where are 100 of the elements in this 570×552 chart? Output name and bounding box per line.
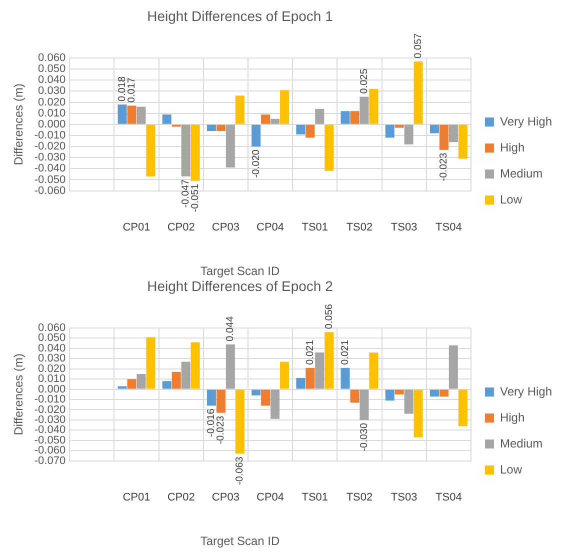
data-label: -0.063 [234, 456, 246, 486]
bar [350, 111, 360, 124]
x-tick-label: TS03 [390, 221, 418, 234]
bar [324, 124, 334, 171]
bar [414, 61, 423, 124]
data-label: -0.020 [250, 149, 262, 178]
bar [280, 90, 289, 124]
x-axis-title: Target Scan ID [199, 534, 281, 548]
bar [162, 381, 172, 389]
bar [369, 88, 378, 124]
data-label: -0.047 [180, 178, 192, 208]
bar [261, 390, 270, 406]
x-tick-label: TS02 [346, 221, 373, 234]
bar [181, 124, 190, 176]
bar [181, 362, 190, 389]
data-label: 0.057 [413, 32, 424, 58]
bar [430, 390, 439, 396]
y-tick-label: 0.050 [38, 63, 66, 76]
y-tick-label: 0.030 [38, 352, 66, 365]
bar [324, 332, 334, 389]
bar [146, 124, 156, 176]
bar [270, 390, 280, 419]
y-tick-label: -0.060 [34, 184, 66, 197]
legend-label: Very High [500, 384, 552, 398]
data-label: -0.023 [216, 415, 227, 444]
y-tick-label: -0.050 [34, 434, 66, 446]
bar [404, 390, 414, 414]
bar [226, 344, 235, 389]
data-label: 0.021 [340, 339, 352, 365]
y-tick-label: -0.030 [34, 152, 66, 164]
bar [235, 96, 244, 124]
bar [296, 378, 306, 389]
data-label: 0.025 [358, 68, 370, 94]
y-tick-label: -0.050 [34, 174, 66, 186]
y-tick-label: -0.040 [34, 162, 66, 175]
bar [360, 390, 369, 420]
bar [172, 372, 181, 389]
bar [369, 352, 378, 389]
y-tick-label: 0.010 [38, 373, 66, 386]
y-tick-label: 0.050 [38, 332, 66, 344]
bar [385, 390, 394, 401]
x-tick-label: CP04 [256, 221, 284, 234]
bar [360, 96, 369, 124]
chart-title: Height Differences of Epoch 2 [146, 278, 334, 294]
legend-label: Very High [500, 114, 552, 128]
y-tick-label: -0.020 [34, 140, 66, 153]
x-tick-label: CP04 [256, 491, 284, 504]
bar [127, 106, 136, 124]
bar [439, 124, 448, 150]
data-label: -0.016 [206, 408, 218, 437]
y-tick-label: 0.040 [38, 74, 66, 86]
bar [414, 390, 423, 438]
data-label: 0.044 [225, 316, 236, 342]
bar [252, 390, 261, 396]
x-tick-label: TS03 [390, 491, 418, 504]
bar [394, 390, 404, 394]
data-label: -0.051 [190, 183, 202, 212]
x-tick-label: TS01 [302, 491, 328, 504]
x-tick-label: TS02 [346, 491, 373, 504]
y-tick-label: 0.000 [38, 383, 66, 396]
bar [190, 124, 200, 181]
bar [136, 106, 146, 124]
x-tick-label: TS04 [436, 491, 462, 504]
data-label: 0.017 [126, 77, 138, 103]
bar [315, 108, 324, 124]
bar [340, 111, 350, 124]
y-axis-title: Differences (m) [12, 84, 26, 166]
legend-label: Medium [500, 436, 543, 450]
x-tick-label: CP03 [212, 221, 240, 234]
y-tick-label: -0.040 [34, 424, 66, 436]
bar [206, 390, 216, 406]
bar [458, 124, 468, 159]
bar [306, 368, 315, 389]
x-axis-title: Target Scan ID [199, 264, 281, 278]
bar [404, 124, 414, 144]
y-tick-label: 0.000 [38, 118, 66, 130]
bar [296, 124, 306, 134]
bar [127, 379, 136, 389]
x-tick-label: TS04 [436, 221, 462, 234]
y-tick-label: -0.060 [34, 444, 66, 457]
bar [280, 362, 289, 389]
bar [118, 386, 127, 389]
y-tick-label: 0.060 [38, 52, 66, 64]
legend-label: High [500, 410, 525, 424]
bar [270, 118, 280, 124]
x-tick-label: CP02 [167, 491, 195, 504]
bar [136, 374, 146, 389]
bar [216, 390, 226, 413]
bar [458, 390, 468, 426]
bar [430, 124, 439, 134]
legend-label: Low [500, 192, 522, 206]
y-tick-label: 0.040 [38, 342, 66, 354]
x-tick-label: CP01 [122, 491, 150, 504]
x-tick-label: TS01 [302, 221, 328, 234]
bar [261, 114, 270, 124]
bar [439, 390, 448, 396]
data-label: -0.030 [358, 422, 370, 452]
y-tick-label: 0.010 [38, 107, 66, 120]
y-tick-label: 0.020 [38, 362, 66, 375]
x-tick-label: CP01 [122, 221, 150, 234]
